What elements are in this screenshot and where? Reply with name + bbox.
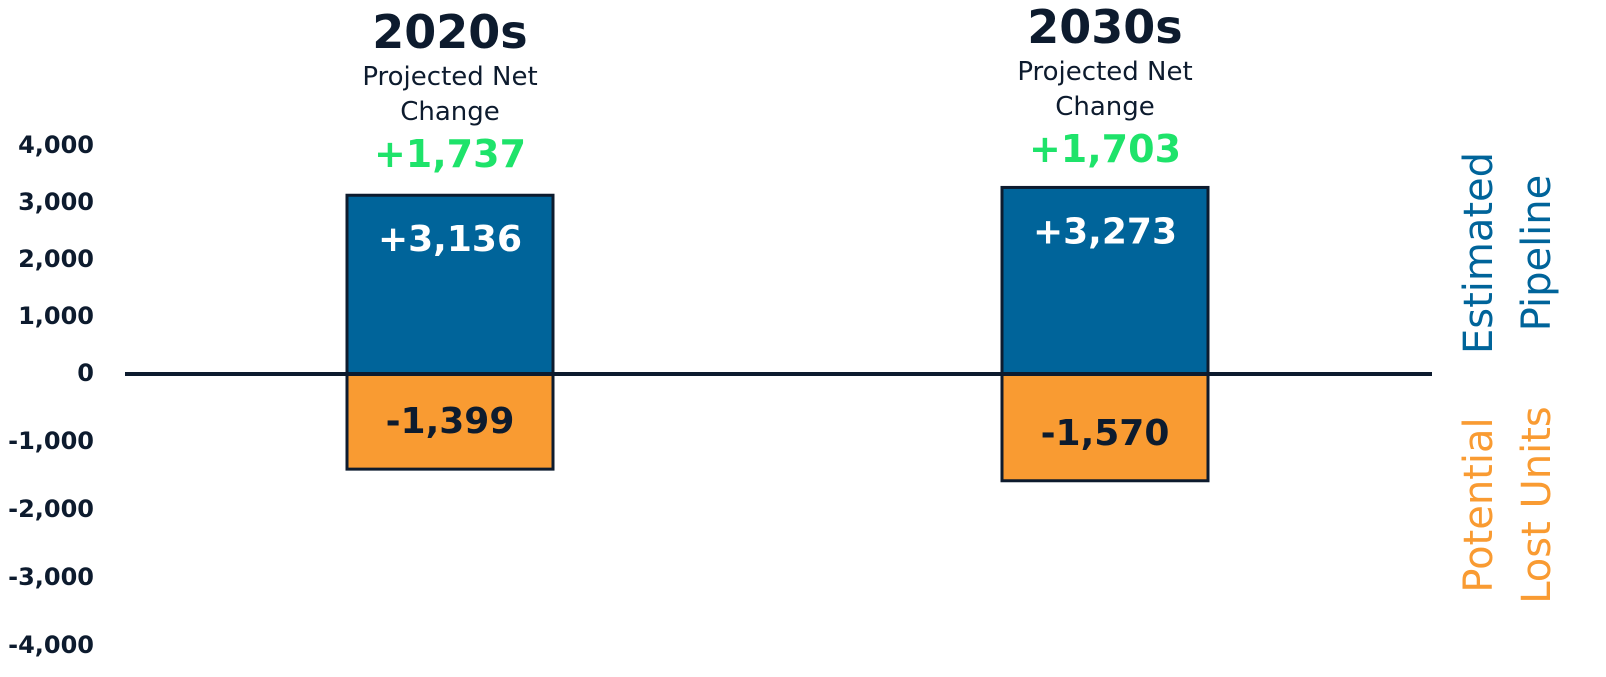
net-change-label: Projected Net Change [362, 62, 538, 127]
bar [345, 193, 555, 376]
bar-value-label: -1,570 [1041, 413, 1170, 454]
bar [345, 372, 555, 471]
y-tick-label: -3,000 [8, 563, 94, 591]
net-change-value: +1,703 [1028, 127, 1182, 171]
category-label: 2020s [372, 5, 528, 59]
y-tick-label: 2,000 [18, 245, 94, 273]
legend-label: Potential Lost Units [1456, 406, 1560, 604]
bar [1000, 185, 1210, 376]
legend-label: Estimated Pipeline [1456, 151, 1560, 355]
y-tick-label: 1,000 [18, 302, 94, 330]
bar-value-label: -1,399 [386, 401, 515, 442]
bar-value-label: +3,273 [1033, 211, 1177, 252]
y-tick-label: -2,000 [8, 495, 94, 523]
y-tick-label: 3,000 [18, 188, 94, 216]
category-header: 2020s Projected Net Change +1,737 [290, 4, 610, 178]
net-change-label: Projected Net Change [1017, 57, 1193, 122]
category-label: 2030s [1027, 0, 1183, 54]
y-tick-label: 4,000 [18, 131, 94, 159]
bar-value-label: +3,136 [378, 219, 522, 260]
y-tick-label: 0 [77, 359, 94, 387]
net-change-value: +1,737 [373, 132, 527, 176]
y-tick-label: -1,000 [8, 427, 94, 455]
category-header: 2030s Projected Net Change +1,703 [945, 0, 1265, 173]
bar [1000, 372, 1210, 483]
y-tick-label: -4,000 [8, 631, 94, 659]
